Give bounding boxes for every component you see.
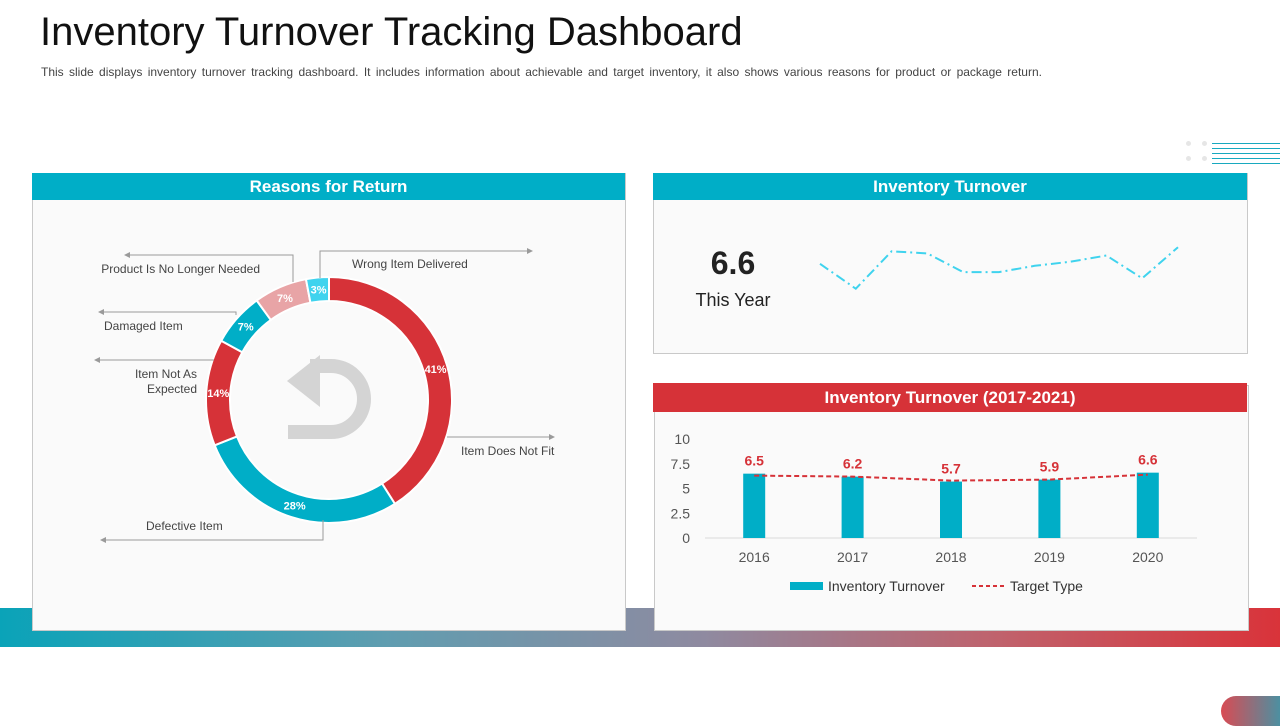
label-wrong-item: Wrong Item Delivered xyxy=(352,257,468,271)
bar-chart: 0 2.5 5 7.5 10 6.5 2016 6.2 2017 5.7 2018 5.9 2019 6… xyxy=(671,431,1197,594)
donut-value-label: 28% xyxy=(284,501,306,513)
y-tick-label: 10 xyxy=(674,431,690,447)
bar-data-label: 6.2 xyxy=(843,456,863,472)
bar-data-label: 6.5 xyxy=(744,453,764,469)
bar-data-label: 5.9 xyxy=(1040,459,1060,475)
bar xyxy=(1136,472,1159,538)
turnover-panel-heading: Inventory Turnover xyxy=(653,173,1247,200)
donut-value-label: 41% xyxy=(425,364,447,376)
bar xyxy=(743,473,766,538)
bar-data-label: 5.7 xyxy=(941,461,961,477)
reasons-donut-chart: 41% 28% 14% 7% 7% 3% Product Is No Longer Nee… xyxy=(94,248,555,543)
donut-value-label: 3% xyxy=(311,284,327,296)
donut-value-label: 7% xyxy=(277,293,293,305)
y-tick-label: 0 xyxy=(682,530,690,546)
turnover-value: 6.6 xyxy=(710,245,756,281)
legend-swatch-inventory xyxy=(790,582,823,590)
label-defective: Defective Item xyxy=(146,519,223,533)
bar xyxy=(1038,479,1061,538)
label-no-longer-needed: Product Is No Longer Needed xyxy=(101,262,260,276)
reasons-panel-heading: Reasons for Return xyxy=(32,173,625,200)
bar-panel-heading: Inventory Turnover (2017-2021) xyxy=(653,383,1247,412)
page-subtitle: This slide displays inventory turnover t… xyxy=(41,65,1042,79)
donut-value-label: 7% xyxy=(238,322,254,334)
label-not-expected-line1: Item Not As xyxy=(135,367,197,381)
turnover-value-label: This Year xyxy=(695,290,771,310)
donut-segment xyxy=(328,275,453,506)
y-tick-label: 5 xyxy=(682,481,690,497)
bar-data-label: 6.6 xyxy=(1138,452,1158,468)
target-type-line xyxy=(754,473,1148,482)
x-tick-label: 2020 xyxy=(1132,549,1163,565)
label-does-not-fit: Item Does Not Fit xyxy=(461,444,555,458)
donut-value-label: 14% xyxy=(207,388,229,400)
x-tick-label: 2019 xyxy=(1034,549,1065,565)
bar xyxy=(940,481,962,538)
donut-segment xyxy=(304,275,330,304)
turnover-kpi-panel xyxy=(653,173,1248,354)
x-tick-label: 2017 xyxy=(837,549,868,565)
legend-label-inventory: Inventory Turnover xyxy=(828,578,945,594)
y-tick-label: 7.5 xyxy=(671,456,691,472)
corner-decoration xyxy=(1221,696,1280,726)
decorative-lines xyxy=(1212,143,1280,168)
x-tick-label: 2016 xyxy=(739,549,770,565)
y-tick-label: 2.5 xyxy=(671,505,691,521)
leader-lines xyxy=(94,248,555,543)
turnover-sparkline xyxy=(819,246,1179,291)
label-not-expected-line2: Expected xyxy=(147,382,197,396)
legend-label-target: Target Type xyxy=(1010,578,1083,594)
return-arrow-icon xyxy=(287,355,371,439)
bar xyxy=(841,476,864,538)
page-title: Inventory Turnover Tracking Dashboard xyxy=(40,10,743,54)
label-damaged: Damaged Item xyxy=(104,319,183,333)
x-tick-label: 2018 xyxy=(935,549,966,565)
